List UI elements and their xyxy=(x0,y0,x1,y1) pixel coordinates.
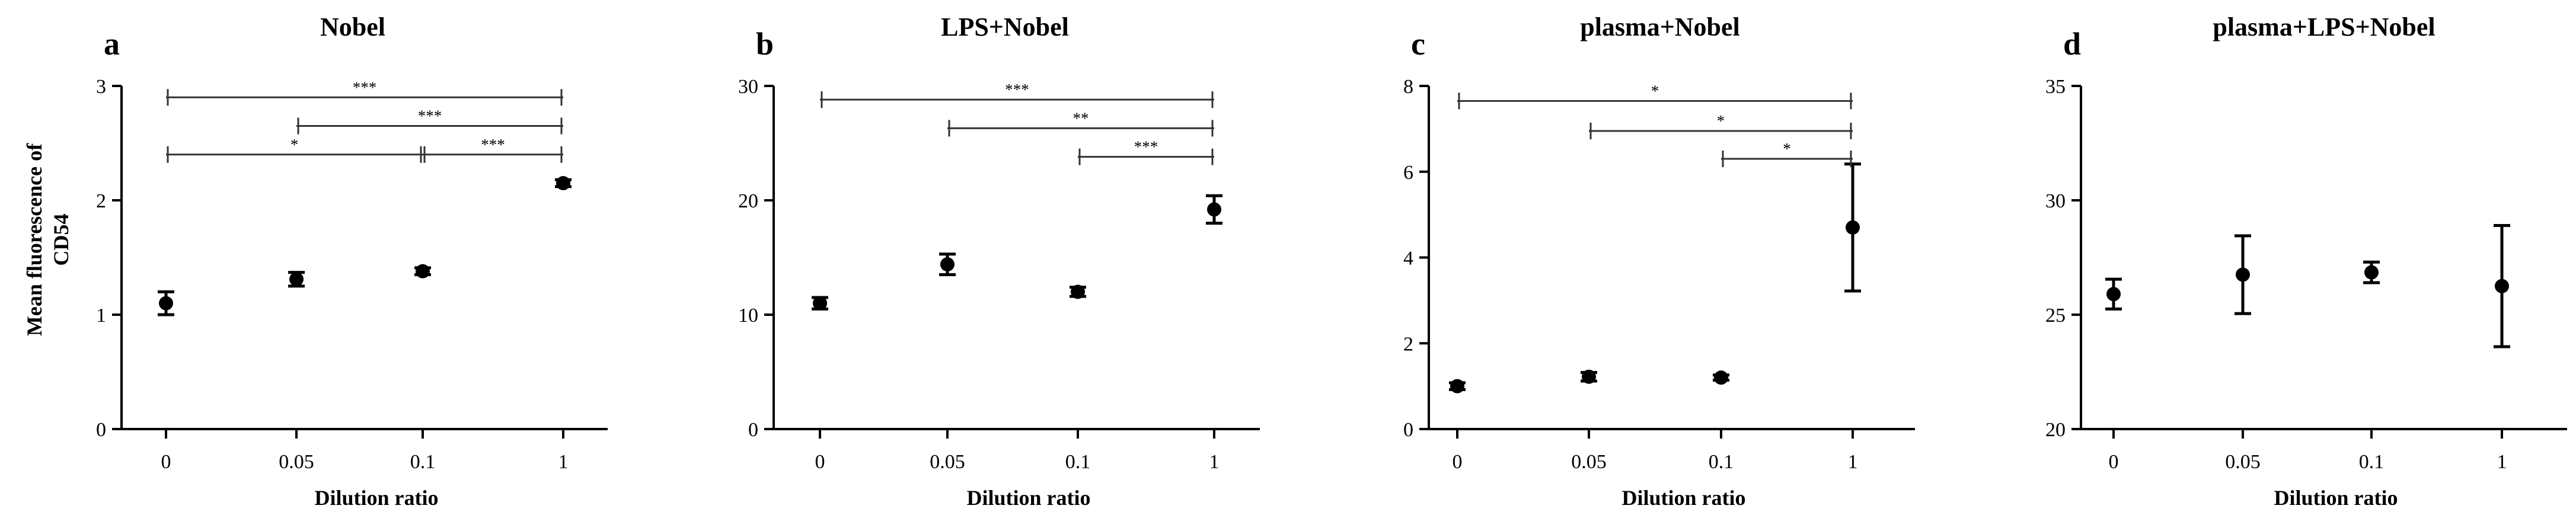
significance-bracket: *** xyxy=(1078,138,1214,165)
y-tick-label: 30 xyxy=(2045,190,2066,212)
chart-title: LPS+Nobel xyxy=(941,12,1069,41)
significance-label: *** xyxy=(1134,138,1158,156)
data-point xyxy=(2106,287,2121,302)
significance-bracket: *** xyxy=(296,107,563,135)
x-tick-label: 0.05 xyxy=(279,451,314,473)
y-tick-label: 25 xyxy=(2045,305,2066,327)
x-tick-label: 0.1 xyxy=(410,451,436,473)
y-tick-label: 8 xyxy=(1403,76,1413,98)
significance-bracket: ** xyxy=(947,109,1214,137)
y-tick-label: 30 xyxy=(738,76,758,98)
y-tick-label: 0 xyxy=(748,419,758,441)
y-tick-label: 4 xyxy=(1403,248,1413,270)
y-tick-label: 35 xyxy=(2045,76,2066,98)
significance-label: * xyxy=(1783,140,1791,158)
x-tick-label: 0.1 xyxy=(2359,451,2385,473)
significance-bracket: * xyxy=(1457,82,1853,110)
data-point xyxy=(289,272,304,287)
data-point xyxy=(1450,379,1464,394)
data-point xyxy=(2364,265,2379,280)
x-tick-label: 1 xyxy=(2497,451,2507,473)
x-tick-label: 1 xyxy=(558,451,569,473)
data-point xyxy=(1071,284,1085,299)
data-point xyxy=(940,257,955,272)
data-point xyxy=(2495,279,2509,293)
y-tick-label: 2 xyxy=(1403,333,1413,355)
x-tick-label: 0.1 xyxy=(1065,451,1091,473)
y-tick-label: 1 xyxy=(96,305,106,327)
y-axis-label: Mean fluorescence of xyxy=(23,143,46,336)
data-point xyxy=(813,296,827,311)
significance-label: *** xyxy=(418,107,442,125)
data-point xyxy=(1714,370,1728,385)
panel-letter: c xyxy=(1411,26,1425,62)
panel-b: b LPS+Nobel 0 10 20 30 0 0.05 0.1 1 Dilution ratio… xyxy=(738,12,1260,510)
chart-title: plasma+Nobel xyxy=(1580,12,1740,41)
panel-letter: b xyxy=(756,26,774,62)
significance-bracket: *** xyxy=(166,78,563,106)
significance-label: * xyxy=(291,136,299,153)
data-point xyxy=(2236,267,2250,282)
panel-d: d plasma+LPS+Nobel 20 25 30 35 0 0.05 0.1 1 Diluti… xyxy=(2045,12,2567,510)
panel-letter: a xyxy=(104,26,120,62)
x-tick-label: 0.1 xyxy=(1709,451,1734,473)
data-point xyxy=(1846,220,1860,235)
data-point xyxy=(416,264,430,279)
x-tick-label: 1 xyxy=(1848,451,1858,473)
y-tick-label: 2 xyxy=(96,190,106,212)
chart-title: plasma+LPS+Nobel xyxy=(2213,12,2435,41)
x-axis-label: Dilution ratio xyxy=(1621,486,1745,510)
x-tick-label: 0 xyxy=(1453,451,1463,473)
y-tick-label: 10 xyxy=(738,305,758,327)
significance-bracket: *** xyxy=(423,136,563,163)
y-tick-label: 3 xyxy=(96,76,106,98)
panel-a: a Nobel 0 1 2 3 0 0.05 0.1 1 Dilution ratio Mean fl… xyxy=(23,12,608,510)
significance-label: *** xyxy=(1005,81,1029,98)
significance-label: * xyxy=(1717,112,1725,130)
x-tick-label: 0.05 xyxy=(2225,451,2261,473)
y-tick-label: 20 xyxy=(738,190,758,212)
data-point xyxy=(1207,202,1221,217)
data-point xyxy=(556,176,570,191)
significance-bracket: * xyxy=(166,136,423,163)
significance-label: *** xyxy=(353,78,377,96)
x-tick-label: 0.05 xyxy=(930,451,965,473)
x-axis-label: Dilution ratio xyxy=(2274,486,2398,510)
significance-label: *** xyxy=(481,136,505,153)
x-axis-label: Dilution ratio xyxy=(314,486,438,510)
data-point xyxy=(159,296,173,311)
y-axis-label: CD54 xyxy=(49,214,73,266)
significance-bracket: * xyxy=(1721,140,1853,168)
x-tick-label: 0.05 xyxy=(1571,451,1607,473)
y-tick-label: 20 xyxy=(2045,419,2066,441)
x-tick-label: 0 xyxy=(2109,451,2119,473)
data-point xyxy=(1582,369,1596,384)
panel-letter: d xyxy=(2063,26,2081,62)
y-tick-label: 6 xyxy=(1403,162,1413,184)
x-axis-label: Dilution ratio xyxy=(966,486,1090,510)
significance-bracket: *** xyxy=(820,81,1214,108)
x-tick-label: 0 xyxy=(815,451,825,473)
chart-title: Nobel xyxy=(320,12,385,41)
significance-bracket: * xyxy=(1589,112,1853,139)
significance-label: ** xyxy=(1073,109,1089,127)
y-tick-label: 0 xyxy=(96,419,106,441)
y-tick-label: 0 xyxy=(1403,419,1413,441)
significance-label: * xyxy=(1651,82,1659,100)
x-tick-label: 1 xyxy=(1209,451,1220,473)
x-tick-label: 0 xyxy=(161,451,171,473)
panel-c: c plasma+Nobel 0 2 4 6 8 0 0.05 0.1 1 Dilution rati… xyxy=(1403,12,1915,510)
